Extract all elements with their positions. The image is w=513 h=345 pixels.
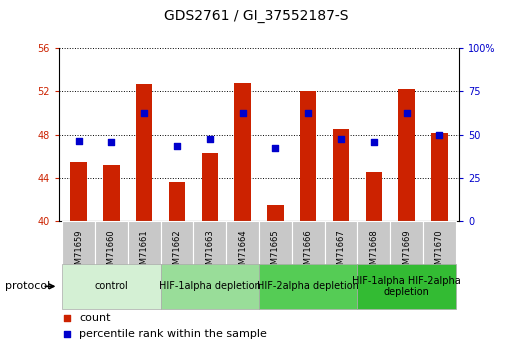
Point	[337, 136, 345, 142]
Text: HIF-1alpha HIF-2alpha
depletion: HIF-1alpha HIF-2alpha depletion	[352, 276, 461, 297]
Point	[107, 139, 115, 145]
Point	[140, 110, 148, 116]
Bar	[259, 221, 292, 283]
Bar	[169, 182, 185, 221]
Bar	[226, 221, 259, 283]
Text: GSM71670: GSM71670	[435, 229, 444, 275]
Point	[239, 110, 247, 116]
Text: HIF-2alpha depletion: HIF-2alpha depletion	[258, 282, 359, 291]
Bar	[103, 165, 120, 221]
Text: GSM71660: GSM71660	[107, 229, 116, 275]
Bar	[267, 205, 284, 221]
Point	[206, 136, 214, 142]
Point	[436, 132, 444, 137]
Bar	[202, 153, 218, 221]
Bar	[62, 264, 161, 309]
Text: GSM71668: GSM71668	[369, 229, 379, 275]
Bar	[128, 221, 161, 283]
Text: control: control	[94, 282, 128, 291]
Bar	[390, 221, 423, 283]
Text: GSM71666: GSM71666	[304, 229, 313, 275]
Bar	[95, 221, 128, 283]
Point	[304, 110, 312, 116]
Bar	[292, 221, 325, 283]
Text: HIF-1alpha depletion: HIF-1alpha depletion	[159, 282, 261, 291]
Bar	[423, 221, 456, 283]
Text: count: count	[79, 313, 110, 323]
Text: GSM71667: GSM71667	[337, 229, 346, 275]
Bar	[161, 264, 259, 309]
Point	[173, 143, 181, 148]
Text: protocol: protocol	[5, 282, 50, 291]
Text: GSM71669: GSM71669	[402, 229, 411, 275]
Bar	[333, 129, 349, 221]
Bar	[325, 221, 358, 283]
Point	[403, 110, 411, 116]
Bar	[358, 221, 390, 283]
Bar	[300, 91, 317, 221]
Bar	[193, 221, 226, 283]
Point	[74, 139, 83, 144]
Text: GSM71661: GSM71661	[140, 229, 149, 275]
Bar	[399, 89, 415, 221]
Text: GSM71665: GSM71665	[271, 229, 280, 275]
Text: GSM71664: GSM71664	[238, 229, 247, 275]
Bar	[366, 172, 382, 221]
Text: GSM71659: GSM71659	[74, 229, 83, 275]
Bar	[62, 221, 95, 283]
Text: percentile rank within the sample: percentile rank within the sample	[79, 329, 267, 339]
Point	[63, 315, 71, 321]
Bar	[358, 264, 456, 309]
Point	[271, 146, 280, 151]
Bar	[136, 84, 152, 221]
Point	[63, 331, 71, 337]
Bar	[259, 264, 358, 309]
Text: GDS2761 / GI_37552187-S: GDS2761 / GI_37552187-S	[164, 9, 349, 23]
Bar	[431, 134, 448, 221]
Bar	[70, 161, 87, 221]
Text: GSM71663: GSM71663	[205, 229, 214, 275]
Bar	[234, 83, 251, 221]
Point	[370, 139, 378, 145]
Text: GSM71662: GSM71662	[172, 229, 182, 275]
Bar	[161, 221, 193, 283]
